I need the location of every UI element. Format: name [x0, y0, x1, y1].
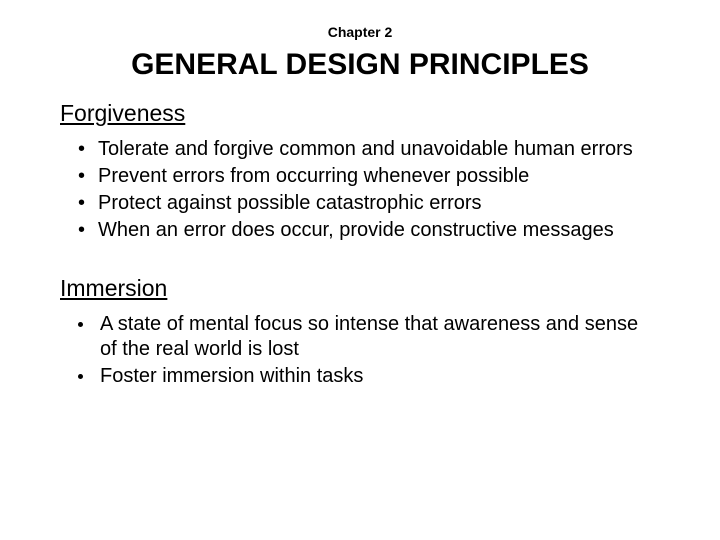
chapter-label: Chapter 2	[60, 24, 660, 40]
immersion-list: A state of mental focus so intense that …	[60, 312, 660, 389]
list-item: Tolerate and forgive common and unavoida…	[78, 137, 660, 162]
list-item: Foster immersion within tasks	[70, 364, 660, 389]
section-heading-forgiveness: Forgiveness	[60, 100, 660, 127]
forgiveness-list: Tolerate and forgive common and unavoida…	[60, 137, 660, 243]
list-item: Prevent errors from occurring whenever p…	[78, 164, 660, 189]
list-item: A state of mental focus so intense that …	[70, 312, 660, 362]
section-heading-immersion: Immersion	[60, 275, 660, 302]
list-item: When an error does occur, provide constr…	[78, 218, 660, 243]
list-item: Protect against possible catastrophic er…	[78, 191, 660, 216]
page-title: GENERAL DESIGN PRINCIPLES	[60, 48, 660, 82]
